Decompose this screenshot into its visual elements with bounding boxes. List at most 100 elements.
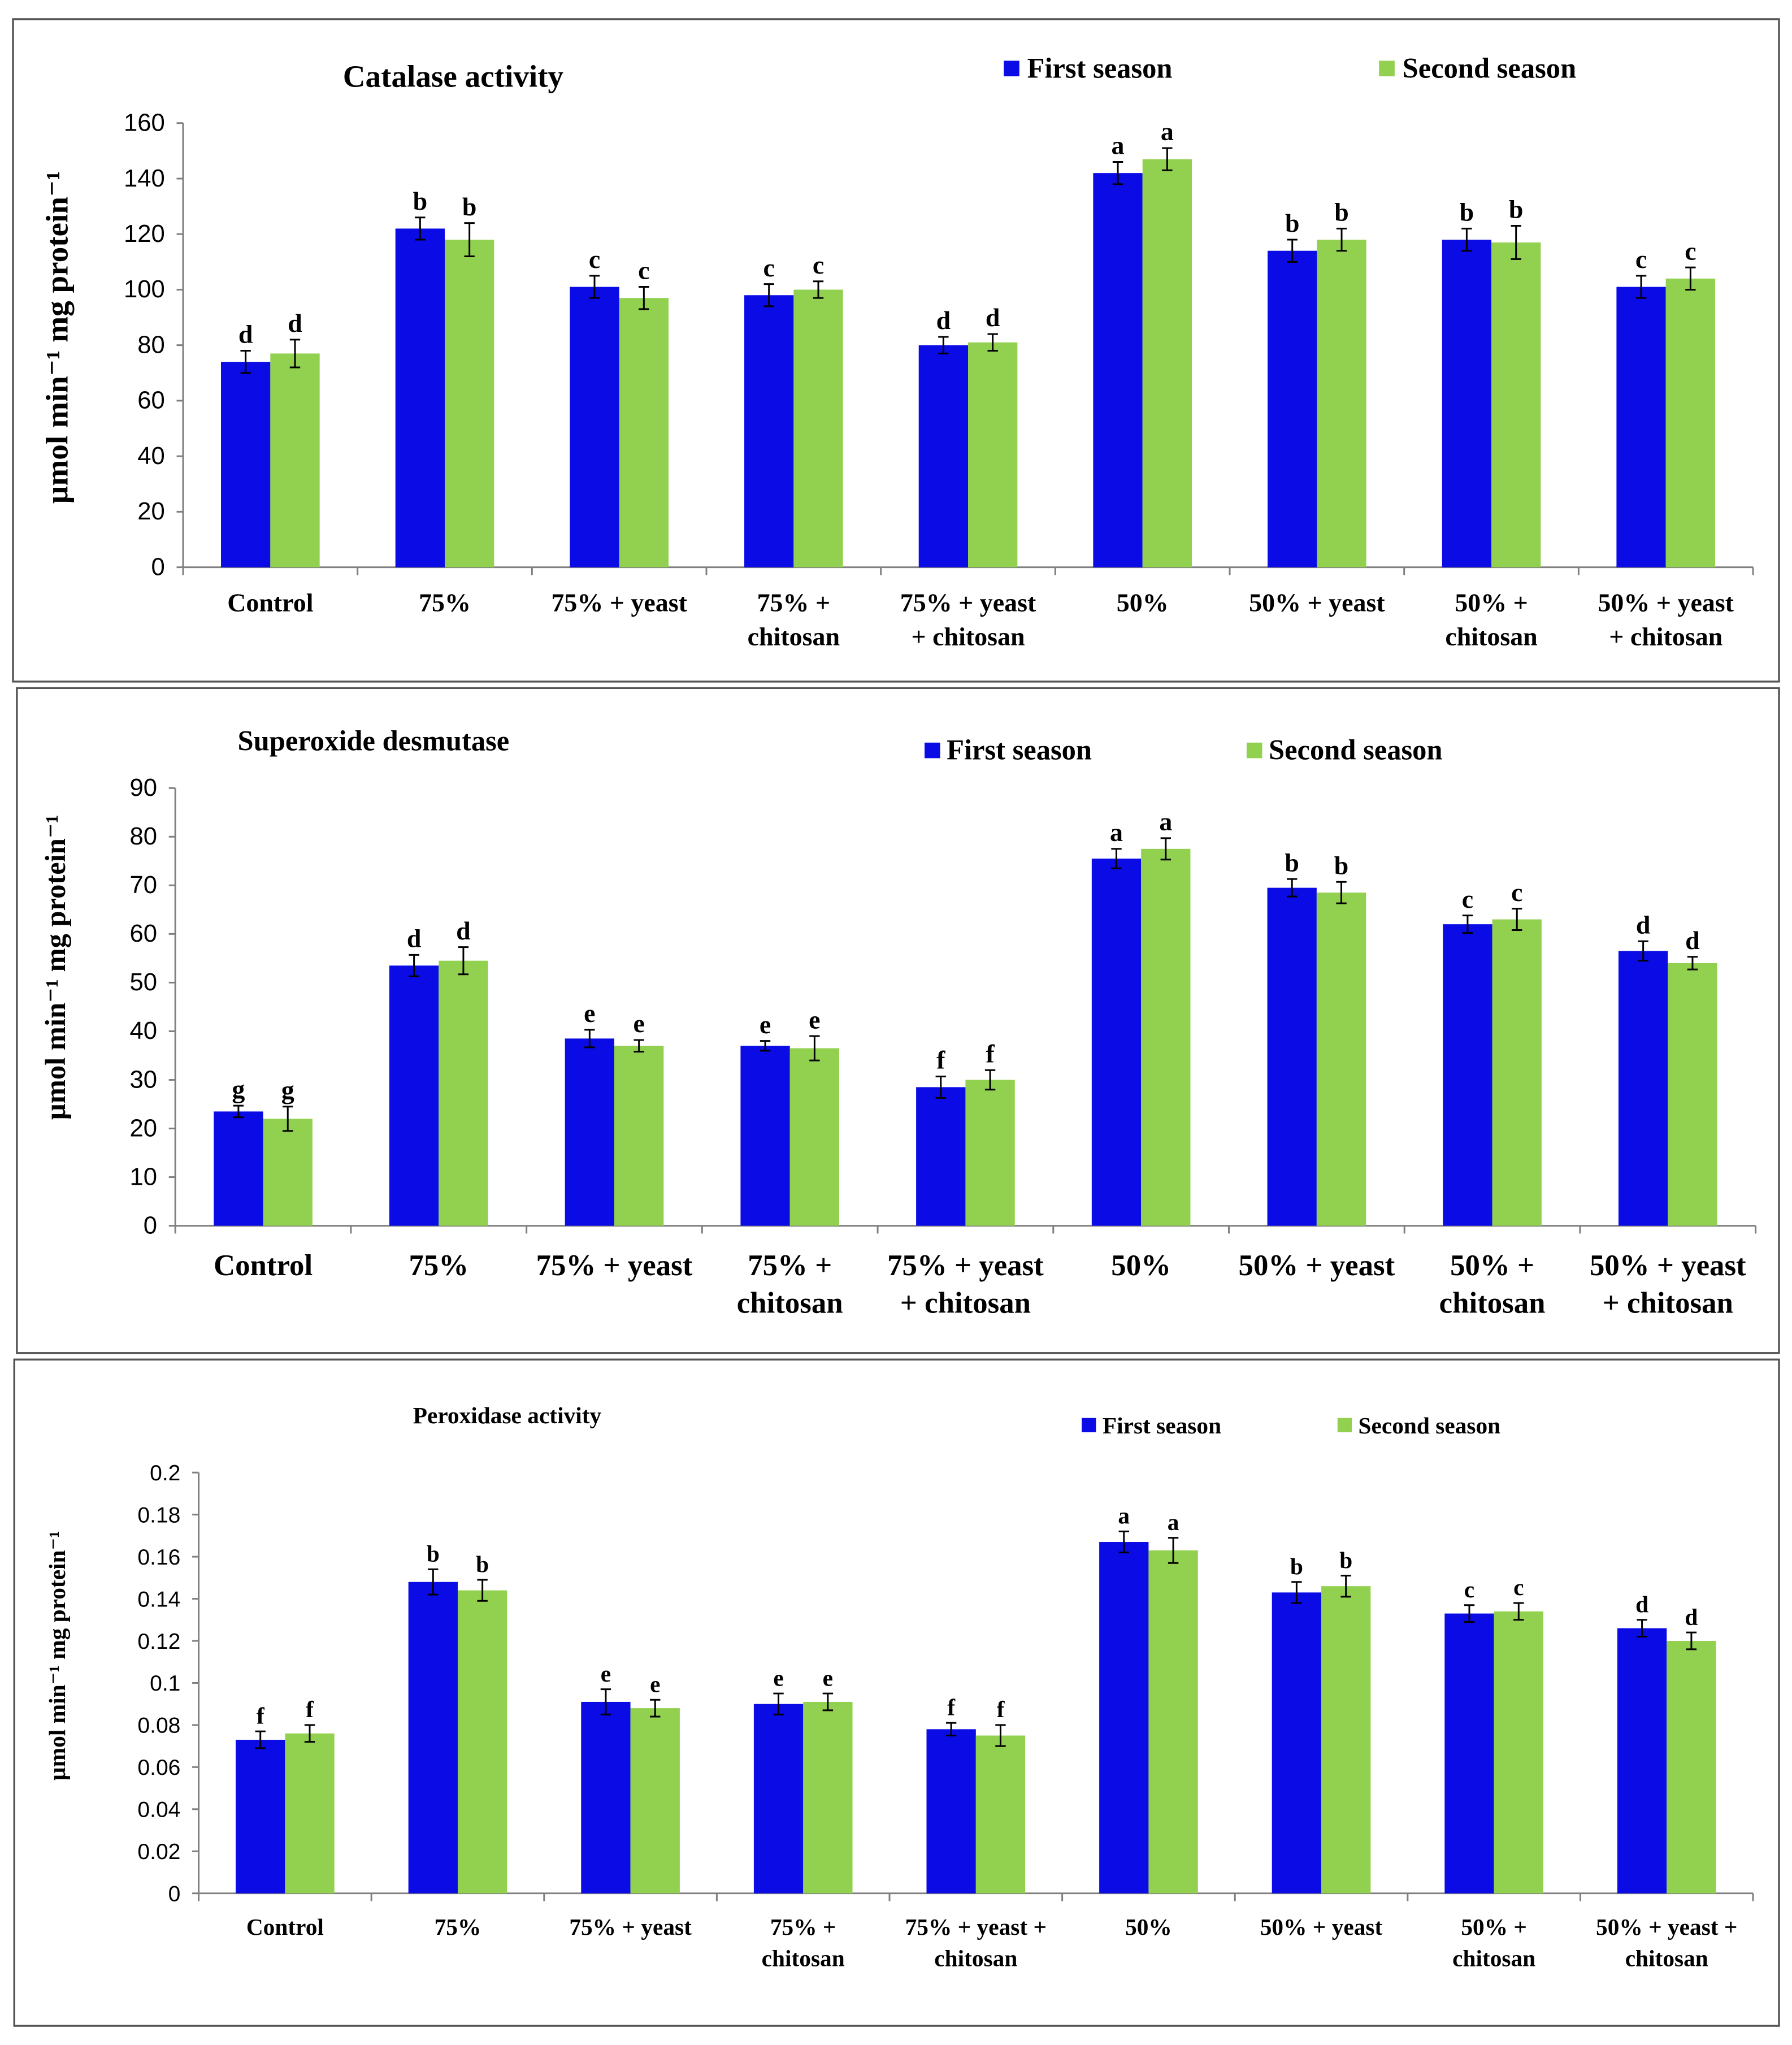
bar-second-season: [1316, 892, 1366, 1226]
bar-first-season: [1268, 250, 1317, 567]
y-tick-label: 0.12: [137, 1630, 180, 1654]
significance-letter: f: [997, 1696, 1005, 1722]
x-tick-label: 75% + yeast: [536, 1249, 693, 1282]
significance-letter: d: [1685, 1604, 1698, 1630]
significance-letter: b: [413, 187, 428, 215]
chart-panel-2: Superoxide desmutase First season Second s…: [16, 687, 1780, 1354]
bar-first-season: [740, 1046, 790, 1226]
x-tick-label: 75% + yeast: [887, 1249, 1044, 1282]
x-tick-label: 75%: [435, 1914, 481, 1940]
y-tick-label: 120: [124, 220, 165, 248]
legend-swatch-second: [1379, 60, 1395, 77]
x-tick-label: 75% + yeast: [551, 588, 687, 617]
chart-title: Catalase activity: [343, 59, 564, 93]
panel-frame: [12, 18, 1780, 683]
bar-second-season: [1665, 278, 1716, 567]
legend-swatch-second: [1337, 1418, 1352, 1432]
x-tick-label: Control: [227, 588, 313, 617]
significance-letter: c: [1685, 236, 1696, 265]
x-tick-label: 50%: [1117, 588, 1169, 617]
significance-letter: d: [238, 320, 253, 349]
legend-swatch-first: [1004, 60, 1019, 77]
significance-letter: c: [1462, 885, 1473, 913]
bar-second-season: [965, 1080, 1015, 1226]
significance-letter: d: [407, 924, 422, 953]
x-tick-label: chitosan: [1452, 1945, 1535, 1971]
significance-letter: b: [1285, 848, 1299, 877]
bar-second-season: [975, 1735, 1026, 1894]
x-tick-label: 50% + yeast: [1590, 1249, 1746, 1282]
bar-first-season: [581, 1701, 631, 1894]
bar-first-season: [926, 1729, 976, 1894]
significance-letter: d: [986, 303, 1000, 332]
x-tick-label: chitosan: [1625, 1945, 1708, 1971]
bar-first-season: [918, 345, 969, 567]
y-tick-label: 0.06: [137, 1756, 180, 1780]
y-tick-label: 0.14: [137, 1587, 180, 1611]
bar-second-season: [1141, 848, 1191, 1226]
legend-label-second: Second season: [1269, 734, 1443, 766]
x-tick-label: + chitosan: [1609, 622, 1722, 651]
y-tick-label: 0: [168, 1882, 181, 1906]
y-tick-label: 80: [129, 822, 157, 850]
y-tick-label: 0.02: [137, 1840, 180, 1864]
bar-first-season: [1443, 924, 1492, 1226]
significance-letter: c: [1513, 1574, 1524, 1600]
y-tick-label: 70: [129, 871, 157, 899]
x-tick-label: 75% +: [770, 1914, 836, 1940]
significance-letter: f: [947, 1694, 956, 1720]
x-tick-label: 50% +: [1455, 588, 1528, 617]
y-tick-label: 50: [129, 968, 157, 996]
significance-letter: d: [456, 916, 471, 945]
x-tick-label: 50% + yeast +: [1596, 1914, 1737, 1940]
x-tick-label: 50%: [1111, 1249, 1171, 1282]
x-tick-label: chitosan: [748, 622, 840, 651]
x-tick-label: 75%: [409, 1249, 468, 1282]
legend-swatch-first: [1082, 1418, 1096, 1432]
significance-letter: c: [1464, 1576, 1474, 1602]
significance-letter: c: [1635, 245, 1647, 274]
x-tick-label: + chitosan: [900, 1287, 1031, 1320]
significance-letter: a: [1112, 131, 1125, 160]
bar-first-season: [1616, 287, 1666, 567]
significance-letter: c: [1511, 878, 1522, 907]
x-tick-label: 50% + yeast: [1249, 588, 1385, 617]
y-axis-label: µmol min⁻¹ mg protein⁻¹: [40, 171, 74, 504]
bar-first-season: [744, 295, 794, 567]
x-tick-label: 75% +: [748, 1249, 832, 1282]
y-tick-label: 80: [137, 331, 165, 358]
significance-letter: b: [1509, 195, 1524, 224]
bar-second-season: [630, 1708, 680, 1894]
bar-first-season: [236, 1739, 285, 1894]
significance-letter: b: [476, 1551, 489, 1577]
bar-second-season: [968, 342, 1018, 567]
significance-letter: c: [589, 245, 600, 274]
x-tick-label: 75% +: [757, 588, 831, 617]
bar-second-season: [263, 1119, 313, 1226]
chart-panel-1: Catalase activity First season Second seas…: [12, 18, 1780, 683]
bar-first-season: [570, 287, 619, 567]
x-tick-label: + chitosan: [1603, 1287, 1733, 1320]
bar-first-season: [214, 1111, 263, 1226]
y-tick-label: 20: [137, 497, 165, 525]
bar-first-season: [395, 228, 445, 567]
significance-letter: d: [1685, 926, 1700, 955]
y-tick-label: 0.04: [137, 1798, 180, 1822]
y-tick-label: 90: [129, 774, 157, 801]
bar-second-season: [457, 1590, 507, 1894]
legend-label-first: First season: [1103, 1413, 1221, 1439]
significance-letter: d: [1635, 1591, 1648, 1617]
y-tick-label: 10: [129, 1163, 157, 1190]
bar-second-season: [1317, 240, 1366, 567]
significance-letter: b: [427, 1541, 440, 1567]
x-tick-label: chitosan: [762, 1945, 845, 1971]
x-tick-label: 50% + yeast: [1598, 588, 1734, 617]
bar-second-season: [1492, 919, 1542, 1226]
bar-first-season: [1093, 173, 1143, 567]
y-tick-label: 30: [129, 1065, 157, 1093]
bar-first-season: [1091, 859, 1142, 1226]
y-tick-label: 0.2: [150, 1461, 180, 1485]
y-tick-label: 0.08: [137, 1714, 180, 1738]
bar-second-season: [1321, 1586, 1371, 1894]
significance-letter: f: [257, 1702, 265, 1728]
